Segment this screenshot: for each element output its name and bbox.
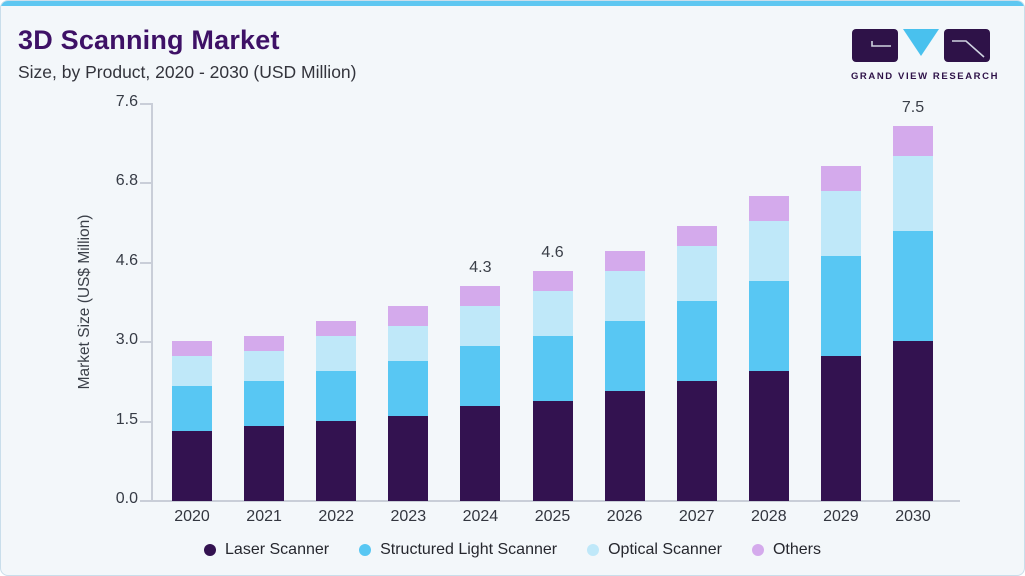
- bar-2025-optical-scanner: [532, 291, 573, 336]
- bar-2022-laser-scanner: [316, 421, 357, 501]
- bar-value-2025: 4.6: [541, 244, 564, 261]
- y-tick-3.0: [140, 341, 153, 344]
- bar-2022-others: [316, 321, 357, 336]
- legend-dot-laser-scanner: [204, 544, 217, 556]
- y-axis-line: [151, 104, 153, 502]
- x-tick-label-2020: 2020: [174, 508, 210, 525]
- bar-2029-structured-light-scanner: [820, 256, 861, 356]
- bar-2021-optical-scanner: [244, 351, 285, 381]
- legend-dot-optical-scanner: [587, 544, 600, 556]
- x-tick-label-2025: 2025: [534, 508, 571, 525]
- bar-2030-laser-scanner: [893, 341, 933, 501]
- bar-2024-laser-scanner: [460, 406, 501, 501]
- bar-2029-others: [820, 166, 861, 191]
- bar-2022-structured-light-scanner: [316, 371, 357, 421]
- gvr-logo-icon: [852, 29, 990, 62]
- bar-2026-others: [604, 251, 645, 271]
- legend-item-others: Others: [751, 541, 821, 559]
- bar-2025-others: [532, 271, 573, 291]
- bar-2025-structured-light-scanner: [532, 336, 573, 401]
- bar-2028-laser-scanner: [748, 371, 789, 501]
- legend-dot-structured-light-scanner: [359, 544, 372, 556]
- x-tick-label-2022: 2022: [318, 508, 354, 525]
- bar-2027-structured-light-scanner: [676, 301, 717, 381]
- bar-2020-others: [172, 341, 212, 356]
- bar-2021-laser-scanner: [244, 426, 285, 501]
- legend-label-structured-light-scanner: Structured Light Scanner: [380, 541, 558, 558]
- legend: Laser Scanner Structured Light Scanner Opt…: [1, 537, 1024, 563]
- page-title: 3D Scanning Market: [18, 25, 280, 55]
- y-tick-label-4.6: 4.6: [115, 251, 138, 269]
- x-tick-label-2024: 2024: [462, 508, 499, 525]
- bar-2020-optical-scanner: [172, 356, 212, 386]
- bar-2024-others: [460, 286, 501, 306]
- bar-2020-laser-scanner: [172, 431, 212, 501]
- x-axis-baseline: [140, 500, 960, 502]
- bar-2028-others: [748, 196, 789, 221]
- x-tick-label-2026: 2026: [606, 508, 643, 525]
- legend-label-others: Others: [772, 541, 821, 558]
- accent-strip: [1, 1, 1024, 6]
- bar-2030-optical-scanner: [893, 156, 933, 231]
- bar-2028-optical-scanner: [748, 221, 789, 281]
- bar-2021-others: [244, 336, 285, 351]
- bar-2028-structured-light-scanner: [748, 281, 789, 371]
- y-tick-6.8: [140, 182, 153, 185]
- bar-2023-optical-scanner: [388, 326, 429, 361]
- bar-2027-optical-scanner: [676, 246, 717, 301]
- bar-2024-structured-light-scanner: [460, 346, 501, 406]
- bar-2030-structured-light-scanner: [893, 231, 933, 341]
- legend-item-laser-scanner: Laser Scanner: [204, 541, 329, 559]
- legend-item-structured-light-scanner: Structured Light Scanner: [359, 541, 557, 559]
- bar-2026-optical-scanner: [604, 271, 645, 321]
- bar-2029-laser-scanner: [820, 356, 861, 501]
- bar-2023-laser-scanner: [388, 416, 429, 501]
- y-tick-label-3.0: 3.0: [115, 331, 138, 349]
- grand-view-research-logo: GRAND VIEW RESEARCH: [850, 29, 1000, 82]
- x-tick-label-2029: 2029: [823, 508, 859, 525]
- bar-2026-laser-scanner: [604, 391, 645, 501]
- x-tick-label-2030: 2030: [895, 508, 931, 525]
- bar-2027-others: [676, 226, 717, 246]
- bar-2029-optical-scanner: [820, 191, 861, 256]
- legend-label-laser-scanner: Laser Scanner: [225, 541, 330, 558]
- page-subtitle: Size, by Product, 2020 - 2030 (USD Milli…: [18, 62, 357, 82]
- legend-label-optical-scanner: Optical Scanner: [608, 541, 722, 558]
- legend-dot-others: [751, 544, 764, 556]
- chart-header: 3D Scanning Market Size, by Product, 202…: [18, 25, 356, 83]
- x-tick-label-2021: 2021: [246, 508, 282, 525]
- y-tick-label-0.0: 0.0: [115, 490, 138, 507]
- bar-2025-laser-scanner: [532, 401, 573, 501]
- bar-2030-others: [893, 126, 933, 156]
- logo-brand-text: GRAND VIEW RESEARCH: [850, 71, 1000, 82]
- y-tick-label-7.6: 7.6: [115, 93, 138, 110]
- bar-2026-structured-light-scanner: [604, 321, 645, 391]
- bar-value-2024: 4.3: [469, 259, 492, 276]
- bar-2023-structured-light-scanner: [388, 361, 429, 416]
- x-tick-label-2028: 2028: [751, 508, 787, 525]
- y-tick-0.0: [140, 500, 153, 502]
- y-tick-4.6: [140, 261, 153, 264]
- y-tick-1.5: [140, 420, 153, 423]
- y-tick-label-1.5: 1.5: [115, 410, 138, 428]
- bar-2024-optical-scanner: [460, 306, 501, 346]
- y-axis-title: Market Size (US$ Million): [76, 214, 93, 390]
- x-tick-label-2023: 2023: [390, 508, 427, 525]
- y-tick-label-6.8: 6.8: [115, 172, 138, 190]
- bar-value-2030: 7.5: [901, 99, 925, 116]
- bar-2027-laser-scanner: [676, 381, 717, 501]
- legend-item-optical-scanner: Optical Scanner: [587, 541, 722, 559]
- bar-2022-optical-scanner: [316, 336, 357, 371]
- y-tick-7.6: [140, 103, 153, 105]
- bar-2023-others: [388, 306, 429, 326]
- bar-2020-structured-light-scanner: [172, 386, 212, 431]
- bar-2021-structured-light-scanner: [244, 381, 285, 426]
- x-tick-label-2027: 2027: [678, 508, 715, 525]
